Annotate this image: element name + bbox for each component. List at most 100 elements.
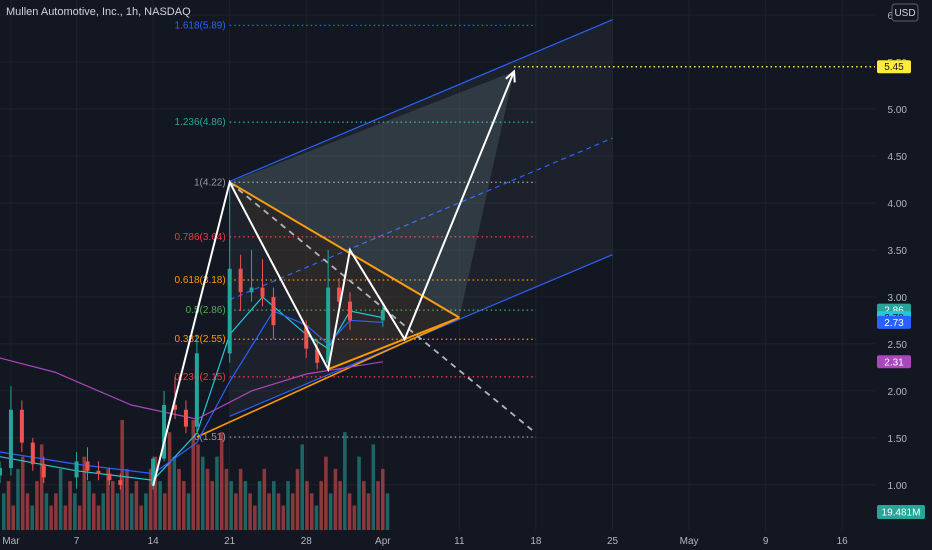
volume-bar	[234, 493, 238, 530]
volume-bar	[96, 505, 101, 530]
volume-bar	[338, 481, 342, 530]
volume-bar	[139, 505, 143, 530]
price-tick-label: 3.00	[888, 293, 908, 304]
parallel-channel[interactable]	[229, 19, 613, 417]
fib-level-label: 1.236(4.86)	[175, 117, 226, 128]
volume-bar	[366, 493, 371, 530]
price-badge	[877, 60, 911, 74]
volume-bar	[191, 420, 196, 530]
price-tick-label: 1.50	[888, 434, 908, 445]
candle-body	[337, 287, 342, 302]
volume-bar	[272, 481, 276, 530]
price-tick-label: 1.00	[888, 481, 908, 492]
candle-body	[194, 353, 199, 427]
volume-bar	[92, 493, 96, 530]
volume-bar	[229, 481, 233, 530]
volume-bar	[68, 481, 72, 530]
volume-bar	[125, 468, 129, 530]
time-tick-label: Apr	[375, 536, 391, 547]
time-tick-label: May	[680, 536, 699, 547]
candle-body	[315, 348, 320, 363]
volume-bar	[177, 468, 181, 530]
volume-bar	[120, 420, 124, 530]
candles	[0, 182, 385, 490]
candle	[227, 182, 232, 363]
fib-level-label: 0.236(2.15)	[175, 372, 226, 383]
projection-path-line	[152, 71, 515, 487]
volume-bar	[44, 493, 49, 530]
volume-bar	[333, 468, 338, 530]
volume-bar	[163, 493, 167, 530]
volume-bar	[134, 481, 139, 530]
candle	[194, 334, 199, 434]
volume-bar	[129, 493, 134, 530]
volume-bar	[352, 505, 357, 530]
volume-bar	[172, 456, 177, 530]
volume-bar	[253, 505, 257, 530]
volume-bar	[196, 444, 200, 530]
time-tick-label: 16	[837, 536, 849, 547]
volume-bars	[2, 420, 390, 530]
time-tick-label: 11	[454, 536, 465, 547]
time-axis[interactable]: Mar 7 14 21 28 Apr 11 18 25 May 9 16	[2, 536, 848, 547]
time-tick-label: 18	[530, 536, 542, 547]
volume-bar	[82, 456, 87, 530]
candle	[19, 400, 24, 453]
volume-bar	[148, 468, 153, 530]
volume-badge	[877, 505, 925, 519]
price-tick-label: 4.00	[888, 199, 908, 210]
volume-bar	[58, 468, 63, 530]
volume-bar	[2, 493, 6, 530]
price-badge	[877, 315, 911, 329]
currency-label: USD	[894, 8, 915, 19]
volume-bar	[362, 481, 366, 530]
volume-bar	[357, 456, 361, 530]
candle	[249, 249, 254, 302]
candle-body	[260, 287, 265, 297]
candle-body	[271, 296, 276, 326]
candle-body	[183, 409, 188, 427]
triangle-upper-line	[229, 181, 460, 319]
volume-bar	[182, 481, 186, 530]
candle	[326, 249, 331, 370]
candle-body	[30, 442, 35, 465]
volume-bar	[63, 505, 68, 530]
volume-badge-label: 19.481M	[882, 508, 921, 519]
volume-bar	[295, 468, 300, 530]
volume-bar	[186, 493, 191, 530]
volume-bar	[243, 481, 248, 530]
price-tick-label: 2.00	[888, 387, 908, 398]
candle	[8, 386, 13, 476]
projection-shade	[229, 71, 515, 318]
volume-bar	[371, 444, 376, 530]
volume-bar	[309, 493, 314, 530]
candle-body	[304, 325, 309, 349]
time-tick-label: Mar	[2, 536, 20, 547]
fib-level-label: 1(4.22)	[194, 177, 226, 188]
volume-bar	[385, 493, 390, 530]
candle	[30, 437, 35, 471]
candle	[271, 287, 276, 340]
projection-path[interactable]	[152, 65, 875, 487]
volume-bar	[167, 432, 172, 530]
candle-body	[238, 268, 243, 293]
volume-bar	[49, 505, 53, 530]
volume-bar	[319, 481, 323, 530]
price-badge	[877, 355, 911, 369]
candle	[260, 259, 265, 307]
time-tick-label: 21	[224, 536, 236, 547]
volume-bar	[110, 481, 115, 530]
candle-body	[173, 405, 177, 410]
candle-body	[8, 409, 13, 468]
price-tick-label: 4.50	[888, 152, 908, 163]
triangle-lower-line	[327, 316, 460, 371]
volume-bar	[30, 505, 34, 530]
volume-bar	[262, 468, 267, 530]
candle	[348, 292, 352, 330]
currency-button[interactable]: USD	[891, 3, 919, 22]
volume-bar	[153, 456, 158, 530]
volume-bar	[300, 444, 304, 530]
volume-bar	[210, 481, 214, 530]
